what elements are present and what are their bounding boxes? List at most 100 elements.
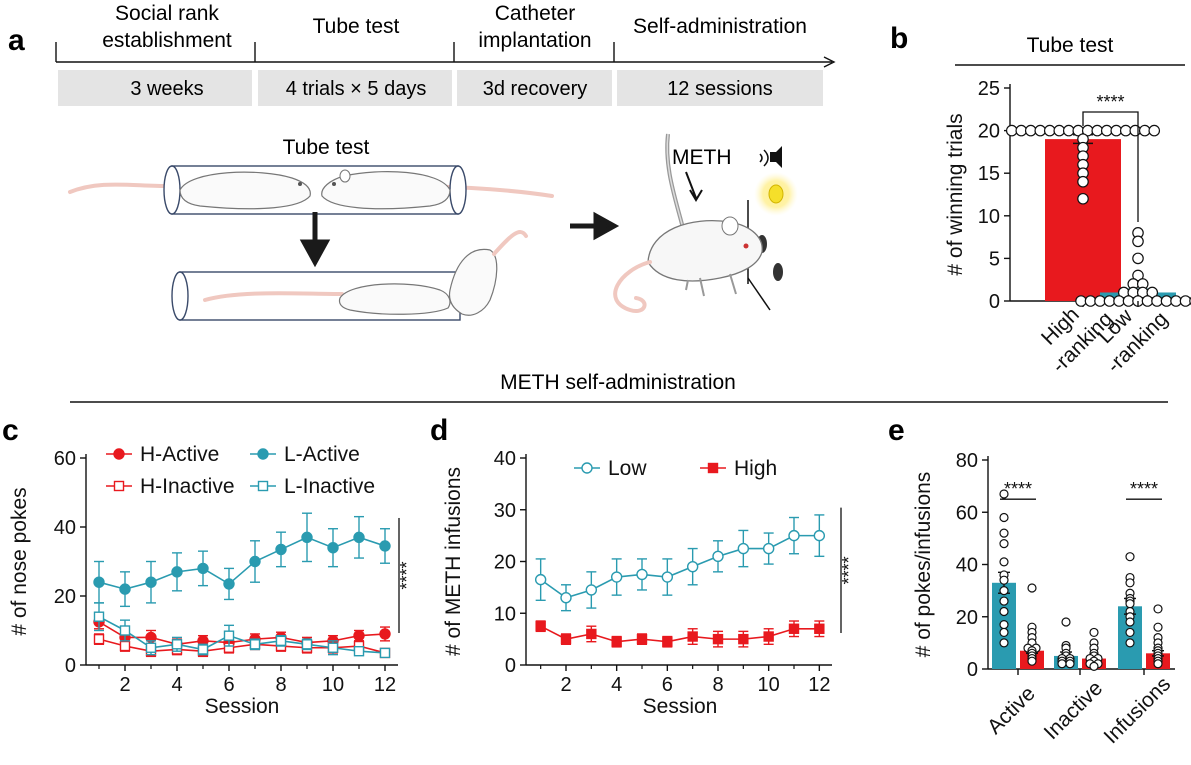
data-point [999,538,1009,549]
chart-e: 0 20 40 60 80 # of pokes/infusions Active **** I… [912,450,1175,748]
y-tick-label: 10 [978,206,1000,228]
y-tick-label: 0 [65,655,76,677]
data-point [249,555,261,568]
data-point [560,592,572,604]
data-point [1113,295,1125,307]
significance-label: **** [1004,479,1032,499]
tube-test-top-illustration [68,165,554,215]
data-point [1148,124,1161,137]
significance-label: **** [1130,479,1158,499]
series-l-active [93,512,391,608]
data-point [662,636,673,647]
data-point [1100,124,1113,137]
data-point [119,640,131,652]
data-point [1089,627,1099,638]
panel-d: d 0 10 20 30 40 # of METH infusions 2 4 6 8 10 12 Se… [430,414,859,718]
data-point [1132,252,1144,265]
legend-label: High [734,457,777,480]
data-point [999,586,1009,596]
x-tick-label: Active [983,682,1040,739]
data-point [1125,638,1135,648]
light-bulb-icon [768,184,784,204]
data-point [379,628,391,640]
data-point [586,628,597,640]
series-h-active [93,614,391,651]
data-point [327,642,339,653]
legend-label: H-Inactive [140,475,235,498]
data-point [119,625,131,636]
timeline-phase-1-name: Social rank [115,2,219,25]
significance-label: **** [397,561,417,589]
data-point [762,542,775,555]
data-point [223,630,235,641]
y-axis-label: # of pokes/infusions [912,472,935,658]
data-point [145,642,157,653]
x-tick-label: 6 [223,674,234,696]
data-point [788,529,800,542]
y-tick-label: 0 [505,655,516,677]
data-point [1015,124,1028,137]
data-point [999,557,1009,567]
panel-e: e 0 20 40 60 80 # of pokes/infusions Active ***… [888,414,1175,748]
data-point [636,568,648,581]
data-point [999,489,1009,499]
data-point [1034,124,1047,137]
data-point [999,512,1009,523]
y-tick-label: 40 [54,517,76,539]
data-point [1153,604,1163,614]
data-point [999,638,1009,648]
data-point [999,606,1009,617]
data-point [813,529,826,542]
data-point [788,623,800,634]
speaker-icon [770,146,782,168]
data-point [1053,124,1066,137]
data-point [93,576,105,588]
tube-test-bottom-illustration [171,230,528,321]
data-point [301,531,313,544]
data-point [1122,295,1135,307]
data-point [534,573,547,586]
panel-label-b: b [890,22,908,55]
data-point [353,531,365,544]
timeline-box-3 [457,70,612,106]
legend-item: H-Inactive [106,475,235,498]
data-point [1062,124,1075,137]
legend-marker [113,480,125,492]
data-point [814,623,825,634]
data-point [1077,175,1089,188]
data-point [1125,617,1135,627]
chart-b-title: Tube test [1027,34,1114,57]
timeline-phase-3-duration: 3d recovery [483,78,588,100]
data-point [1091,124,1104,137]
timeline-phase-1-name-2: establishment [102,29,232,52]
data-point [1138,124,1151,137]
legend-marker [257,480,269,492]
data-point [1103,295,1116,307]
timeline-phase-2-name: Tube test [313,15,400,38]
chart-d: 0 10 20 30 40 # of METH infusions 2 4 6 8 10 12 Sess… [442,448,859,718]
x-tick-label: Inactive [1040,677,1107,744]
y-axis-label: # of winning trials [944,113,967,275]
x-tick-label: 12 [808,674,830,696]
legend-item: High [700,457,777,480]
x-tick-label: 12 [374,674,396,696]
data-point [611,636,622,647]
data-point [1027,656,1037,666]
data-point [1043,124,1056,137]
data-point [353,629,365,642]
timeline-box-1 [58,70,252,106]
data-point [1061,617,1071,627]
data-point [119,583,131,595]
meth-label: METH [672,146,732,169]
data-point [197,562,209,575]
section-title: METH self-administration [500,371,736,394]
data-point [1065,659,1075,669]
timeline-phase-3-name: Catheter [495,2,576,25]
data-point [1170,295,1182,307]
panel-a: a Social rank establishment Tube test Ca… [8,2,836,321]
chart-c: 0 20 40 60 # of nose pokes 2 4 6 8 10 12 Session H-A… [8,443,417,718]
data-point [999,619,1009,630]
data-point [1110,124,1123,137]
timeline-phase-4-duration: 12 sessions [667,78,773,100]
